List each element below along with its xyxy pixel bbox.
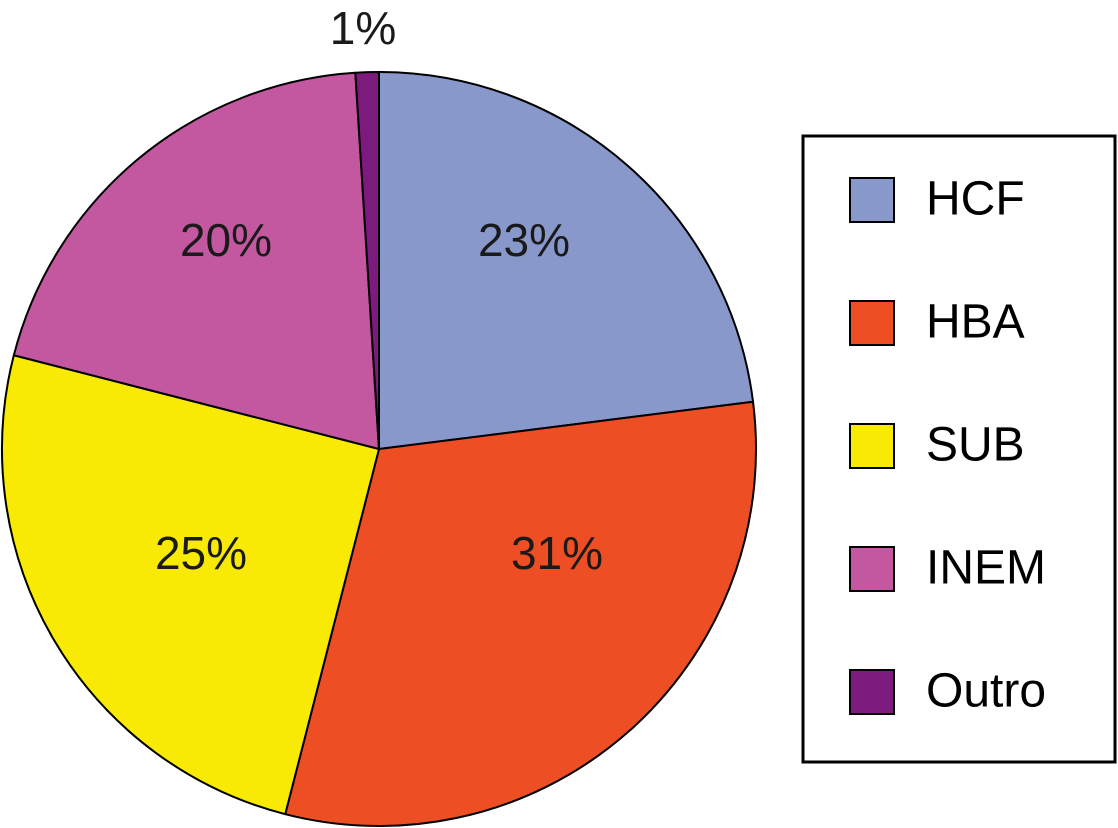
pie-slice-outro bbox=[354, 70, 380, 450]
slice-labels: 23% 31% 25% 20% 1% bbox=[155, 2, 603, 579]
legend-swatch-hcf bbox=[849, 177, 895, 223]
slice-value-label-outro: 1% bbox=[330, 2, 396, 54]
slice-value-label-inem: 20% bbox=[180, 214, 272, 266]
legend-swatch-sub bbox=[849, 423, 895, 469]
pie-slice-inem bbox=[12, 71, 380, 450]
legend-label-inem: INEM bbox=[926, 542, 1046, 595]
legend-swatch-outro bbox=[849, 669, 895, 715]
legend-swatch-inem bbox=[849, 546, 895, 592]
pie-slice-hba bbox=[284, 400, 758, 828]
slice-value-label-hcf: 23% bbox=[478, 214, 570, 266]
pie-slices bbox=[0, 70, 758, 828]
legend-label-hba: HBA bbox=[926, 296, 1025, 349]
legend: HCF HBA SUB INEM Outro bbox=[801, 134, 1117, 764]
pie-slice-hcf bbox=[378, 71, 755, 450]
slice-value-label-hba: 31% bbox=[511, 527, 603, 579]
legend-label-hcf: HCF bbox=[926, 173, 1025, 226]
pie-slice-sub bbox=[0, 354, 380, 816]
legend-label-sub: SUB bbox=[926, 419, 1025, 472]
legend-swatch-hba bbox=[849, 300, 895, 346]
legend-label-outro: Outro bbox=[926, 665, 1046, 718]
slice-value-label-sub: 25% bbox=[155, 527, 247, 579]
